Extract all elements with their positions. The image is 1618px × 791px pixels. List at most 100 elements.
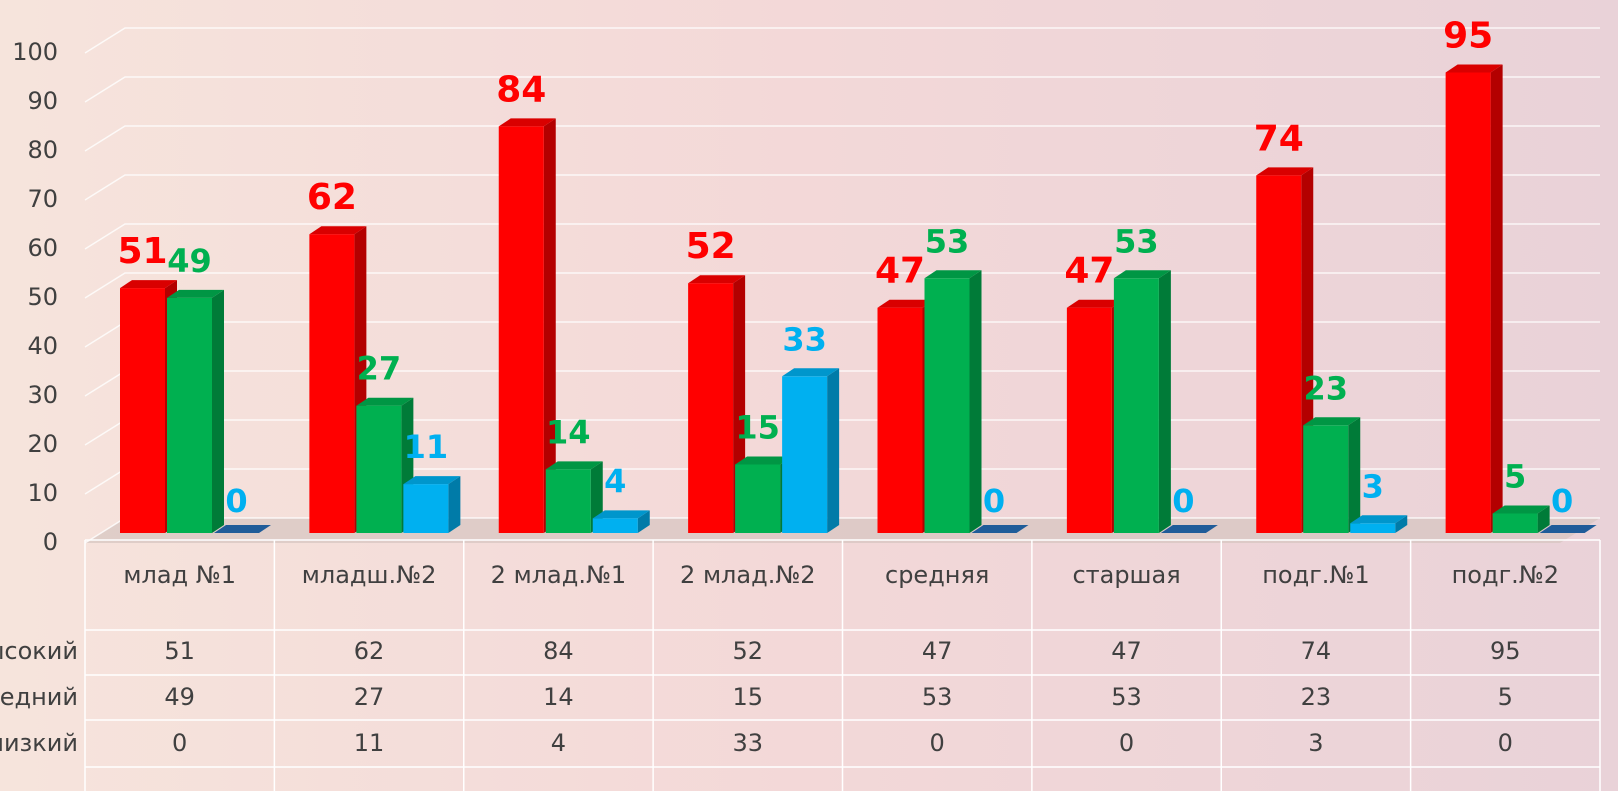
data-label: 95: [1443, 16, 1493, 57]
data-label: 49: [167, 242, 212, 280]
bar-side: [1491, 65, 1503, 534]
x-tick-label: млад №1: [123, 561, 236, 589]
table-cell: 47: [922, 637, 953, 665]
x-tick-label: подг.№1: [1262, 561, 1369, 589]
bar: [167, 290, 224, 533]
bar-front: [1256, 175, 1301, 533]
bar-front: [878, 308, 923, 533]
y-tick-label: 70: [27, 185, 58, 213]
bar-front: [1493, 514, 1538, 534]
bar-front: [1067, 308, 1112, 533]
bar-front: [925, 278, 970, 533]
bar: [1493, 506, 1550, 534]
y-tick-label: 30: [27, 381, 58, 409]
bar: [782, 368, 839, 533]
data-label: 62: [307, 177, 357, 218]
data-label: 23: [1303, 369, 1348, 407]
data-label: 0: [1551, 482, 1573, 520]
bar-side: [827, 368, 839, 533]
data-label: 27: [357, 350, 402, 388]
data-label: 0: [225, 482, 247, 520]
data-label: 84: [496, 69, 546, 110]
bar-front: [782, 376, 827, 533]
y-tick-label: 90: [27, 87, 58, 115]
data-label: 47: [1064, 251, 1114, 292]
x-tick-label: 2 млад.№2: [680, 561, 816, 589]
data-label: 0: [1172, 482, 1194, 520]
bar-front: [167, 298, 212, 533]
bar-front: [735, 465, 780, 534]
bar: [1350, 515, 1407, 533]
bar-front: [1350, 523, 1395, 533]
y-tick-label: 100: [12, 38, 58, 66]
y-tick-label: 0: [43, 528, 58, 556]
table-cell: 47: [1111, 637, 1142, 665]
data-label: 0: [983, 482, 1005, 520]
table-cell: 4: [551, 729, 566, 757]
bar-front: [1446, 73, 1491, 534]
x-tick-label: младш.№2: [302, 561, 437, 589]
data-label: 53: [1114, 222, 1159, 260]
table-cell: 3: [1308, 729, 1323, 757]
y-tick-label: 40: [27, 332, 58, 360]
bar-front: [593, 518, 638, 533]
bar-front: [120, 288, 165, 533]
data-label: 3: [1362, 467, 1384, 505]
bar-side: [970, 270, 982, 533]
table-cell: 53: [922, 683, 953, 711]
bar-front: [546, 469, 591, 533]
table-cell: 0: [1498, 729, 1513, 757]
bar-front: [356, 406, 401, 533]
bar-front: [1114, 278, 1159, 533]
bar: [925, 270, 982, 533]
table-cell: 11: [354, 729, 385, 757]
data-label: 15: [735, 409, 780, 447]
y-tick-label: 60: [27, 234, 58, 262]
table-cell: 15: [733, 683, 764, 711]
table-cell: 84: [543, 637, 574, 665]
table-cell: 23: [1301, 683, 1332, 711]
y-tick-label: 80: [27, 136, 58, 164]
table-cell: 95: [1490, 637, 1521, 665]
data-label: 74: [1254, 118, 1304, 159]
x-tick-label: старшая: [1072, 561, 1180, 589]
data-label: 5: [1504, 458, 1526, 496]
data-label: 11: [404, 428, 449, 466]
bar-side: [448, 476, 460, 533]
bar-front: [309, 234, 354, 533]
table-cell: 14: [543, 683, 574, 711]
bar: [593, 510, 650, 533]
data-label: 14: [546, 413, 591, 451]
bar-side: [1159, 270, 1171, 533]
chart: 0102030405060708090100млад №1младш.№22 м…: [0, 0, 1618, 791]
legend-label: высокий: [0, 637, 78, 665]
legend-label: средний: [0, 683, 78, 711]
x-tick-label: 2 млад.№1: [491, 561, 627, 589]
data-label: 33: [782, 320, 827, 358]
bar-front: [1303, 425, 1348, 533]
legend-label: низкий: [0, 729, 78, 757]
table-cell: 62: [354, 637, 385, 665]
data-label: 4: [604, 462, 626, 500]
bar-front: [688, 283, 733, 533]
table-cell: 52: [733, 637, 764, 665]
bar: [1303, 417, 1360, 533]
table-cell: 74: [1301, 637, 1332, 665]
bar: [403, 476, 460, 533]
y-tick-label: 50: [27, 283, 58, 311]
data-label: 51: [117, 231, 167, 272]
table-cell: 53: [1111, 683, 1142, 711]
table-cell: 33: [733, 729, 764, 757]
table-cell: 27: [354, 683, 385, 711]
bar-front: [499, 126, 544, 533]
table-cell: 5: [1498, 683, 1513, 711]
data-label: 52: [686, 226, 736, 267]
bar: [1114, 270, 1171, 533]
bar: [1446, 65, 1503, 534]
data-label: 53: [925, 222, 970, 260]
table-cell: 51: [164, 637, 195, 665]
y-tick-label: 10: [27, 479, 58, 507]
x-tick-label: средняя: [885, 561, 989, 589]
bar-side: [1348, 417, 1360, 533]
y-tick-label: 20: [27, 430, 58, 458]
